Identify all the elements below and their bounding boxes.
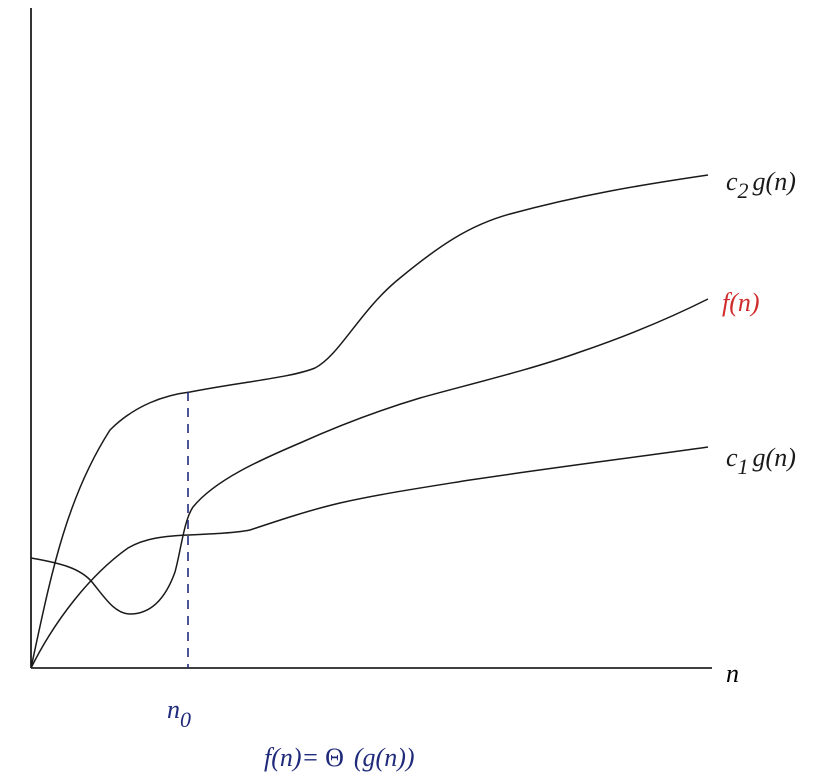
f-label: f(n) bbox=[722, 288, 760, 317]
caption-theta: Θ bbox=[325, 743, 344, 772]
x-axis-label: n bbox=[726, 659, 739, 688]
c2-g-curve bbox=[30, 174, 709, 669]
n0-label-subscript: 0 bbox=[180, 707, 191, 732]
f-curve bbox=[30, 298, 709, 615]
n0-label-main: n bbox=[167, 695, 180, 724]
c1-label-prefix: c bbox=[726, 443, 738, 472]
c1-label-subscript: 1 bbox=[738, 454, 749, 479]
c2-g-label: c2 g(n) bbox=[726, 167, 796, 203]
c2-label-prefix: c bbox=[726, 167, 738, 196]
theta-caption: f(n)= Θ (g(n)) bbox=[264, 743, 415, 772]
c1-label-function: g(n) bbox=[753, 443, 796, 472]
c2-label-subscript: 2 bbox=[738, 178, 749, 203]
caption-lhs: f(n)= bbox=[264, 743, 319, 772]
c1-g-curve bbox=[30, 446, 709, 669]
n0-label: n0 bbox=[167, 695, 191, 732]
caption-rhs: (g(n)) bbox=[354, 743, 415, 772]
c1-g-label: c1 g(n) bbox=[726, 443, 796, 479]
c2-label-function: g(n) bbox=[753, 167, 796, 196]
